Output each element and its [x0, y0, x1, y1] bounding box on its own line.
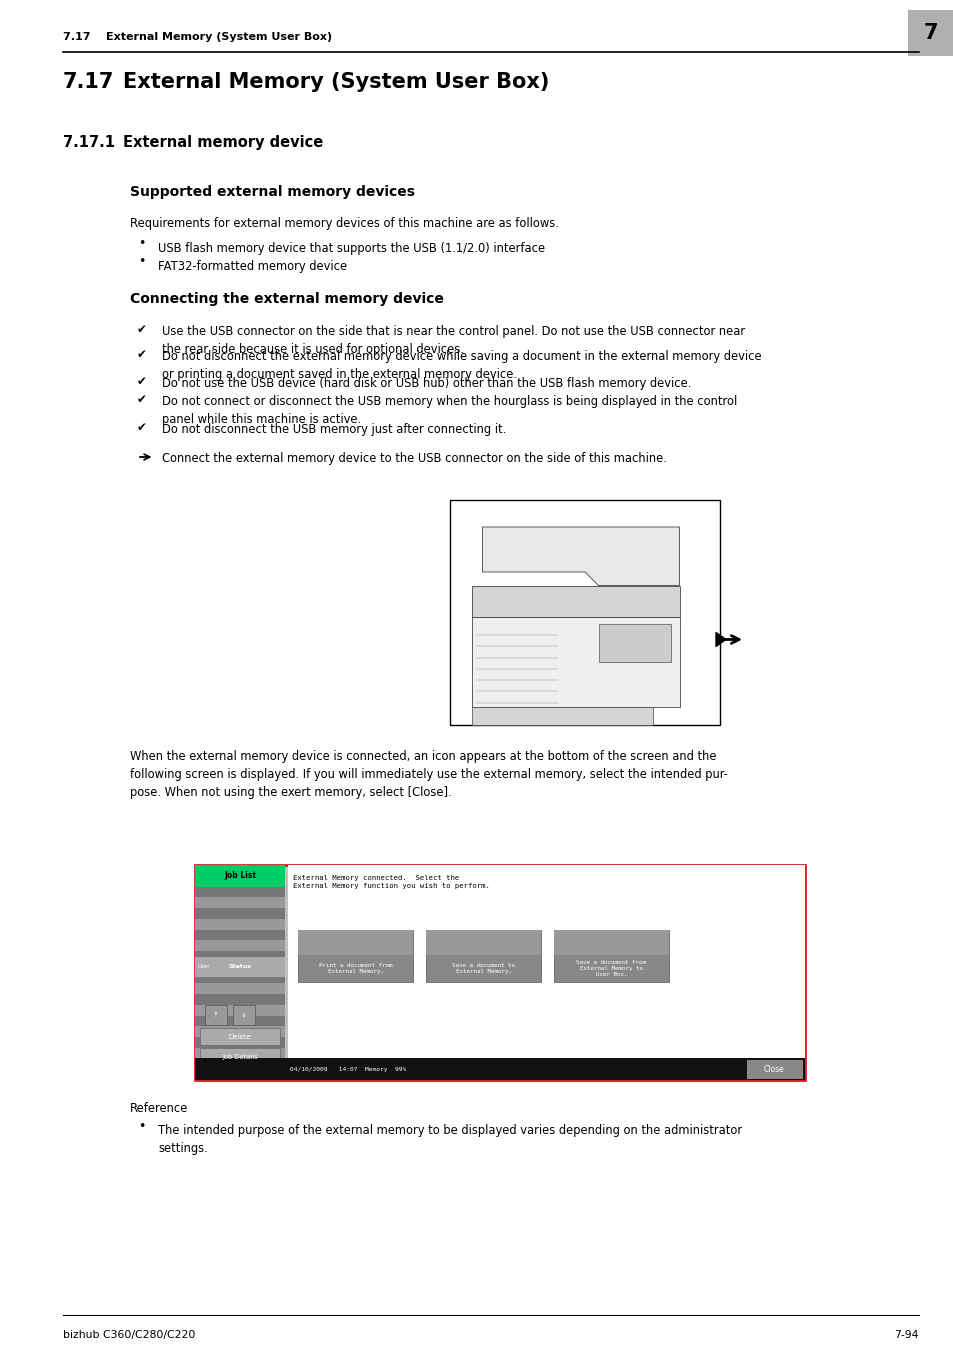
Bar: [288, 865, 804, 1058]
Text: 7: 7: [923, 23, 937, 43]
Text: 7-94: 7-94: [894, 1330, 918, 1341]
Bar: [250, 1065, 262, 1077]
Bar: [554, 930, 668, 954]
Text: 04/10/2009   14:07  Memory  99%: 04/10/2009 14:07 Memory 99%: [290, 1066, 406, 1072]
Bar: [746, 1060, 801, 1079]
Polygon shape: [471, 707, 652, 725]
Text: Close: Close: [763, 1065, 784, 1073]
Text: or printing a document saved in the external memory device.: or printing a document saved in the exte…: [162, 367, 517, 381]
Text: When the external memory device is connected, an icon appears at the bottom of t: When the external memory device is conne…: [130, 751, 716, 763]
Bar: [194, 957, 285, 977]
Bar: [194, 994, 285, 1004]
Text: panel while this machine is active.: panel while this machine is active.: [162, 413, 361, 425]
Polygon shape: [598, 624, 671, 662]
Text: Requirements for external memory devices of this machine are as follows.: Requirements for external memory devices…: [130, 217, 558, 230]
Bar: [194, 930, 285, 940]
Text: ↓: ↓: [241, 1012, 247, 1018]
Text: bizhub C360/C280/C220: bizhub C360/C280/C220: [63, 1330, 195, 1341]
Text: Save a document from
External Memory to
User Box.: Save a document from External Memory to …: [576, 960, 646, 977]
Text: USB flash memory device that supports the USB (1.1/2.0) interface: USB flash memory device that supports th…: [158, 242, 544, 255]
Text: pose. When not using the exert memory, select [Close].: pose. When not using the exert memory, s…: [130, 786, 452, 799]
Bar: [199, 1065, 211, 1077]
Bar: [194, 876, 285, 887]
Polygon shape: [471, 586, 679, 617]
Text: •: •: [138, 1120, 145, 1133]
Text: Print a document from
External Memory.: Print a document from External Memory.: [318, 963, 392, 973]
Bar: [194, 919, 285, 930]
Polygon shape: [471, 617, 679, 707]
Bar: [194, 940, 285, 950]
Bar: [233, 1004, 254, 1025]
Text: Do not use the USB device (hard disk or USB hub) other than the USB flash memory: Do not use the USB device (hard disk or …: [162, 377, 691, 390]
Text: ✔: ✔: [137, 323, 147, 336]
Bar: [194, 1004, 285, 1015]
Text: Reference: Reference: [130, 1102, 188, 1115]
Bar: [194, 1058, 285, 1069]
Bar: [194, 865, 285, 876]
Bar: [297, 930, 413, 954]
Text: •: •: [138, 238, 145, 250]
Text: the rear side because it is used for optional devices.: the rear side because it is used for opt…: [162, 343, 463, 355]
Bar: [194, 865, 285, 1080]
Bar: [194, 865, 285, 887]
Bar: [194, 961, 285, 972]
Bar: [233, 1065, 245, 1077]
Text: Job Details: Job Details: [222, 1053, 257, 1060]
Bar: [194, 887, 285, 898]
Bar: [194, 1026, 285, 1037]
Text: Job List: Job List: [224, 872, 255, 880]
Text: ↑: ↑: [213, 1012, 218, 1018]
Bar: [194, 898, 285, 909]
Text: Do not connect or disconnect the USB memory when the hourglass is being displaye: Do not connect or disconnect the USB mem…: [162, 396, 737, 408]
Bar: [450, 500, 720, 725]
Bar: [194, 1048, 285, 1058]
Text: Delete: Delete: [229, 1034, 251, 1040]
Text: External memory device: External memory device: [123, 135, 323, 150]
Bar: [215, 1065, 228, 1077]
Bar: [426, 930, 540, 981]
Bar: [194, 909, 285, 919]
Text: following screen is displayed. If you will immediately use the external memory, : following screen is displayed. If you wi…: [130, 768, 727, 782]
Text: ✔: ✔: [137, 393, 147, 406]
Bar: [205, 1004, 227, 1025]
Bar: [194, 1069, 285, 1080]
Text: 7.17    External Memory (System User Box): 7.17 External Memory (System User Box): [63, 32, 332, 42]
Text: Use the USB connector on the side that is near the control panel. Do not use the: Use the USB connector on the side that i…: [162, 325, 744, 338]
Text: Do not disconnect the external memory device while saving a document in the exte: Do not disconnect the external memory de…: [162, 350, 760, 363]
Bar: [194, 983, 285, 994]
Text: ✔: ✔: [137, 421, 147, 433]
Text: settings.: settings.: [158, 1142, 208, 1154]
Text: FAT32-formatted memory device: FAT32-formatted memory device: [158, 261, 347, 273]
Text: 7.17: 7.17: [63, 72, 114, 92]
Text: Connecting the external memory device: Connecting the external memory device: [130, 292, 443, 306]
Bar: [297, 930, 413, 981]
Text: Do not disconnect the USB memory just after connecting it.: Do not disconnect the USB memory just af…: [162, 423, 506, 436]
Bar: [194, 865, 804, 1080]
Text: ✔: ✔: [137, 348, 147, 360]
Bar: [907, 9, 953, 55]
Text: User: User: [196, 964, 210, 969]
Bar: [194, 1037, 285, 1048]
Bar: [554, 930, 668, 981]
Text: ✔: ✔: [137, 375, 147, 387]
Text: The intended purpose of the external memory to be displayed varies depending on : The intended purpose of the external mem…: [158, 1125, 741, 1137]
Bar: [200, 1027, 280, 1045]
Text: Status: Status: [229, 964, 252, 969]
Polygon shape: [482, 526, 679, 586]
Text: Supported external memory devices: Supported external memory devices: [130, 185, 415, 198]
Bar: [194, 1015, 285, 1026]
Text: •: •: [138, 255, 145, 269]
Bar: [194, 950, 285, 961]
Text: 7.17.1: 7.17.1: [63, 135, 115, 150]
Text: Connect the external memory device to the USB connector on the side of this mach: Connect the external memory device to th…: [162, 452, 666, 464]
Bar: [194, 972, 285, 983]
Polygon shape: [716, 633, 725, 647]
Bar: [194, 1058, 804, 1080]
Text: Save a document to
External Memory.: Save a document to External Memory.: [452, 963, 515, 973]
Text: External Memory (System User Box): External Memory (System User Box): [123, 72, 549, 92]
Bar: [200, 1048, 280, 1065]
Text: External Memory connected.  Select the
External Memory function you wish to perf: External Memory connected. Select the Ex…: [293, 875, 489, 890]
Bar: [426, 930, 540, 954]
